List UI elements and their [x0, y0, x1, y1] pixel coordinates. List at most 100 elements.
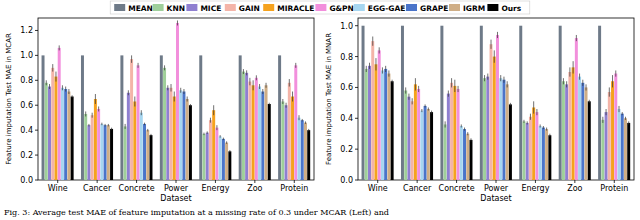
y-tick-label: 0.2: [340, 145, 353, 154]
bar: [522, 121, 525, 180]
legend-label: GAIN: [239, 4, 260, 13]
bar: [502, 80, 505, 180]
figure: 0.00.20.40.60.81.01.2Feature imputation …: [0, 0, 640, 220]
error-bar: [576, 35, 577, 41]
error-bar: [612, 75, 613, 87]
error-bar: [379, 47, 380, 53]
error-bar: [408, 94, 409, 100]
bar: [371, 41, 374, 180]
error-bar: [68, 89, 69, 94]
bar: [387, 74, 390, 180]
error-bar: [622, 112, 623, 115]
bar: [170, 88, 173, 180]
bar: [509, 104, 512, 180]
bar: [252, 85, 255, 180]
error-bar: [167, 85, 168, 90]
bar: [107, 125, 110, 180]
legend-label: MEAN: [128, 4, 153, 13]
error-bar: [138, 63, 139, 68]
error-bar: [183, 89, 184, 94]
frame: [38, 18, 314, 180]
bar: [42, 55, 45, 180]
y-tick: [35, 55, 38, 56]
x-tick-label: Concrete: [119, 184, 155, 193]
bar: [61, 88, 64, 180]
y-axis-title: Feature imputation Test MAE in MNAR: [325, 33, 333, 165]
legend-swatch: [186, 4, 197, 11]
error-bar: [308, 129, 309, 131]
legend-box: [110, 1, 530, 14]
bar: [627, 123, 630, 180]
bar: [127, 93, 130, 180]
bar: [54, 77, 57, 180]
bar: [255, 78, 258, 180]
error-bar: [95, 94, 96, 104]
y-tick-label: 0.8: [340, 53, 353, 62]
error-bar: [305, 121, 306, 123]
bar: [97, 109, 100, 180]
bar: [100, 124, 103, 180]
y-tick-label: 0.4: [20, 126, 33, 135]
error-bar: [269, 103, 270, 105]
error-bar: [88, 124, 89, 126]
bar: [427, 109, 430, 180]
error-bar: [487, 74, 488, 80]
error-bar: [62, 85, 63, 90]
error-bar: [461, 124, 462, 127]
bar: [453, 86, 456, 180]
x-tick-label: Protein: [600, 184, 628, 193]
legend-label: MIRACLE: [277, 4, 314, 13]
error-bar: [134, 97, 135, 107]
bar: [424, 106, 427, 180]
y-tick-label: 1.0: [20, 51, 33, 60]
bar: [242, 72, 245, 180]
error-bar: [203, 133, 204, 135]
error-bar: [171, 84, 172, 91]
bar: [499, 78, 502, 180]
frame: [358, 18, 634, 180]
x-tick: [614, 180, 615, 183]
error-bar: [431, 111, 432, 114]
error-bar: [164, 65, 165, 70]
bar: [84, 114, 87, 180]
panel: 0.00.20.40.60.81.01.2Feature imputation …: [5, 18, 314, 203]
error-bar: [385, 66, 386, 72]
bar: [281, 101, 284, 180]
bar: [486, 77, 489, 180]
error-bar: [49, 84, 50, 89]
bar: [51, 68, 54, 180]
error-bar: [207, 131, 208, 133]
error-bar: [388, 70, 389, 76]
bar: [58, 48, 61, 180]
error-bar: [147, 129, 148, 131]
bar: [265, 85, 268, 180]
bar: [110, 129, 113, 180]
error-bar: [292, 92, 293, 102]
error-bar: [262, 89, 263, 94]
error-bar: [382, 67, 383, 73]
bar: [572, 67, 575, 180]
x-tick: [417, 180, 418, 183]
error-bar: [111, 128, 112, 130]
error-bar: [484, 75, 485, 81]
error-bar: [425, 104, 426, 107]
x-tick-label: Zoo: [247, 184, 262, 193]
bar: [268, 104, 271, 180]
bar: [146, 130, 149, 180]
bar: [362, 26, 365, 180]
bar: [539, 126, 542, 180]
bars: [362, 26, 631, 180]
error-bar: [448, 91, 449, 97]
error-bar: [125, 124, 126, 129]
error-bar: [582, 80, 583, 86]
bar: [420, 111, 423, 180]
error-bar: [566, 81, 567, 87]
bar: [605, 112, 608, 180]
x-tick-label: Zoo: [567, 184, 582, 193]
bar: [45, 83, 48, 180]
y-tick: [355, 56, 358, 57]
bar: [463, 129, 466, 180]
error-bar: [210, 118, 211, 123]
bar: [496, 35, 499, 180]
legend-label: KNN: [167, 4, 185, 13]
